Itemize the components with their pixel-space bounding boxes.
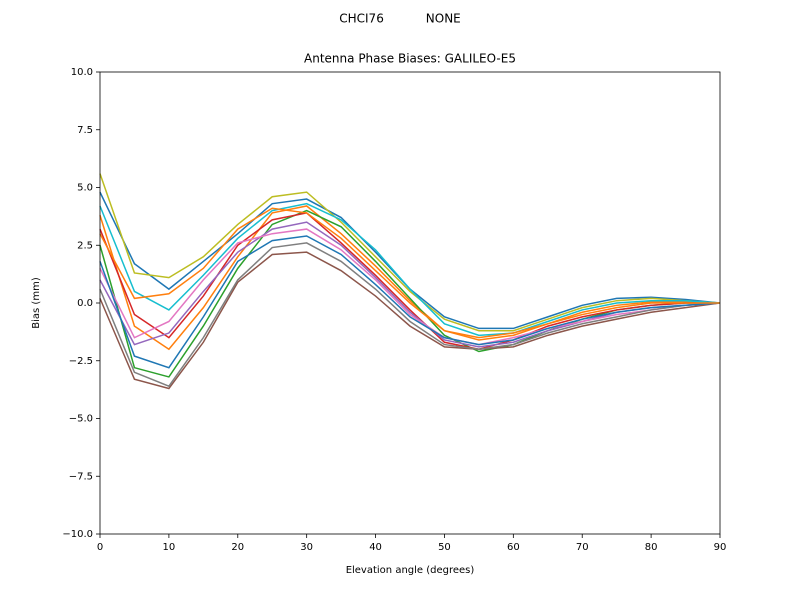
x-tick-label: 60 <box>507 542 520 553</box>
plot-frame <box>99 71 721 535</box>
y-tick-label: 5.0 <box>77 183 93 194</box>
series-line <box>99 228 721 346</box>
series-line <box>99 202 721 337</box>
x-tick-label: 70 <box>576 542 589 553</box>
y-tick-label: −5.0 <box>69 414 93 425</box>
y-tick-label: −10.0 <box>62 529 93 540</box>
y-tick-label: 0.0 <box>77 298 93 309</box>
x-tick-label: 20 <box>231 542 244 553</box>
suptitle: CHCI76 NONE <box>339 12 461 26</box>
y-tick-label: −7.5 <box>69 471 93 482</box>
y-tick-label: 2.5 <box>77 240 93 251</box>
y-tick-label: 7.5 <box>77 125 93 136</box>
series-line <box>99 235 721 369</box>
x-tick-label: 50 <box>438 542 451 553</box>
y-axis-label: Bias (mm) <box>31 277 42 329</box>
series-line <box>99 242 721 388</box>
x-tick-label: 30 <box>300 542 313 553</box>
series-line <box>99 173 721 332</box>
series-line <box>99 251 721 390</box>
series-line <box>99 207 720 339</box>
chart-title: Antenna Phase Biases: GALILEO-E5 <box>304 52 516 66</box>
x-tick-label: 80 <box>645 542 658 553</box>
x-axis-label: Elevation angle (degrees) <box>346 565 475 576</box>
x-tick-label: 0 <box>97 542 103 553</box>
series-line <box>99 205 721 351</box>
series-line <box>99 212 720 350</box>
x-tick-label: 90 <box>714 542 727 553</box>
x-tick-label: 40 <box>369 542 382 553</box>
y-tick-label: 10.0 <box>71 67 93 78</box>
x-tick-label: 10 <box>163 542 176 553</box>
y-tick-label: −2.5 <box>69 356 93 367</box>
